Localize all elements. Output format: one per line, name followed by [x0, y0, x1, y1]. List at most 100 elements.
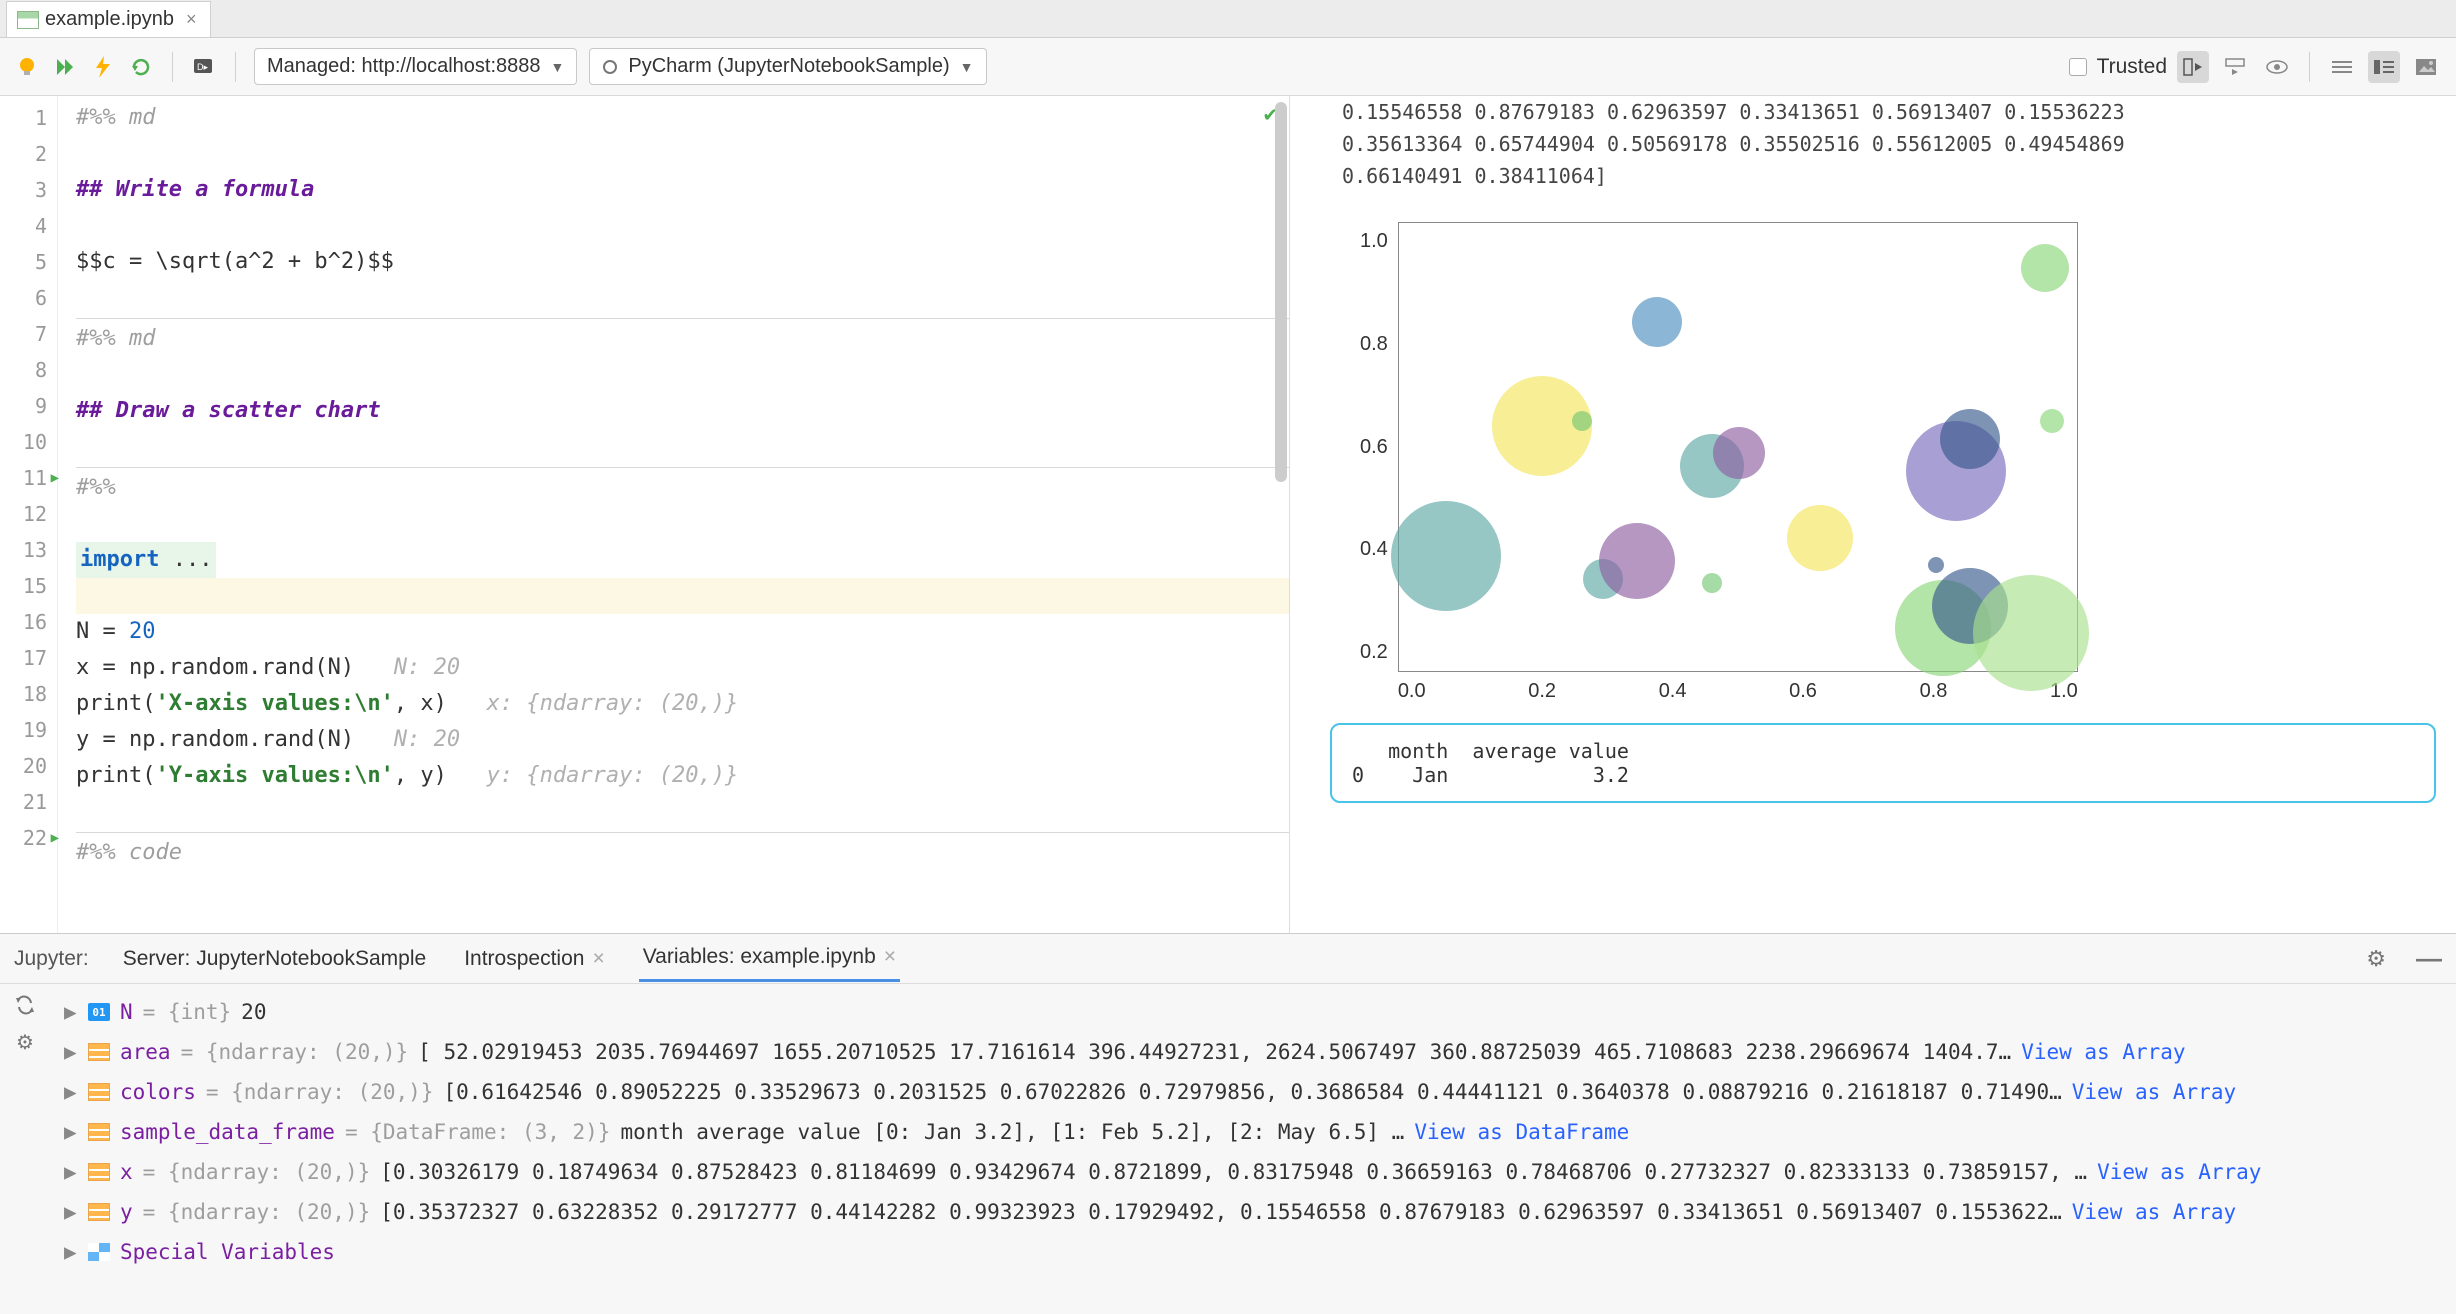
code-editor[interactable]: ✔ #%% md## Write a formula$$c = \sqrt(a^…	[58, 96, 1289, 933]
line-number: 18	[0, 676, 57, 712]
view-as-link[interactable]: View as Array	[2021, 1040, 2185, 1064]
restart-icon[interactable]	[128, 54, 154, 80]
line-number: 13	[0, 532, 57, 568]
code-line[interactable]	[76, 506, 1289, 542]
notebook-file-icon	[17, 11, 39, 29]
variable-row[interactable]: ▶01N = {int} 20	[64, 992, 2442, 1032]
view-mode-2-icon[interactable]	[2219, 51, 2251, 83]
variables-list: ▶01N = {int} 20▶area = {ndarray: (20,)} …	[50, 984, 2456, 1314]
minimize-icon[interactable]: —	[2416, 943, 2442, 974]
scatter-chart: 1.00.80.60.40.2 0.00.20.40.60.81.0	[1360, 222, 2436, 703]
run-all-icon[interactable]	[52, 54, 78, 80]
code-line[interactable]	[76, 208, 1289, 244]
gear-icon[interactable]: ⚙	[16, 1030, 34, 1055]
code-line[interactable]: import ...	[76, 542, 1289, 578]
variable-type: = {DataFrame: (3, 2)}	[345, 1120, 611, 1144]
lightning-icon[interactable]	[90, 54, 116, 80]
variable-row[interactable]: ▶area = {ndarray: (20,)} [ 52.02919453 2…	[64, 1032, 2442, 1072]
chart-bubble	[1599, 523, 1675, 599]
cell-separator	[76, 318, 1289, 319]
gear-icon[interactable]: ⚙	[2366, 946, 2386, 972]
code-line[interactable]: x = np.random.rand(N) N: 20	[76, 650, 1289, 686]
lightbulb-icon[interactable]	[14, 54, 40, 80]
x-tick-label: 0.8	[1920, 680, 1948, 703]
variable-row[interactable]: ▶colors = {ndarray: (20,)} [0.61642546 0…	[64, 1072, 2442, 1112]
debug-icon[interactable]: D▸	[191, 54, 217, 80]
variable-type: = {int}	[143, 1000, 232, 1024]
expand-arrow-icon[interactable]: ▶	[64, 1120, 78, 1144]
refresh-icon[interactable]	[14, 994, 36, 1016]
code-line[interactable]: #%% code	[76, 835, 1289, 871]
view-as-link[interactable]: View as DataFrame	[1414, 1120, 1629, 1144]
code-line[interactable]: print('X-axis values:\n', x) x: {ndarray…	[76, 686, 1289, 722]
preview-icon[interactable]	[2261, 51, 2293, 83]
code-line[interactable]: y = np.random.rand(N) N: 20	[76, 722, 1289, 758]
variable-row[interactable]: ▶y = {ndarray: (20,)} [0.35372327 0.6322…	[64, 1192, 2442, 1232]
line-number: 9	[0, 388, 57, 424]
code-line[interactable]: #%% md	[76, 100, 1289, 136]
code-line[interactable]: #%%	[76, 470, 1289, 506]
chart-bubble	[1787, 505, 1853, 571]
line-number: 20	[0, 748, 57, 784]
close-icon[interactable]: ×	[884, 945, 896, 969]
view-as-link[interactable]: View as Array	[2072, 1200, 2236, 1224]
project-dropdown[interactable]: PyCharm (JupyterNotebookSample) ▼	[589, 48, 986, 85]
code-line[interactable]: ## Write a formula	[76, 172, 1289, 208]
close-tab-icon[interactable]: ×	[186, 9, 197, 30]
expand-arrow-icon[interactable]: ▶	[64, 1040, 78, 1064]
code-line[interactable]	[76, 429, 1289, 465]
x-tick-label: 0.0	[1398, 680, 1426, 703]
view-as-link[interactable]: View as Array	[2097, 1160, 2261, 1184]
file-tab[interactable]: example.ipynb ×	[6, 1, 211, 37]
x-tick-label: 0.2	[1528, 680, 1556, 703]
variable-type: = {ndarray: (20,)}	[143, 1160, 371, 1184]
code-line[interactable]	[76, 136, 1289, 172]
code-line[interactable]: print('Y-axis values:\n', y) y: {ndarray…	[76, 758, 1289, 794]
dataframe-row: 0 Jan 3.2	[1352, 763, 2414, 787]
code-line[interactable]	[76, 794, 1289, 830]
code-line[interactable]: N = 20	[76, 614, 1289, 650]
code-line[interactable]: ## Draw a scatter chart	[76, 393, 1289, 429]
code-line[interactable]: #%% md	[76, 321, 1289, 357]
trusted-label: Trusted	[2097, 55, 2167, 79]
server-dropdown[interactable]: Managed: http://localhost:8888 ▼	[254, 48, 577, 85]
chart-bubble	[1391, 501, 1501, 611]
chart-bubble	[1973, 575, 2089, 691]
code-line[interactable]: $$c = \sqrt(a^2 + b^2)$$	[76, 244, 1289, 280]
variables-panel: ⚙ ▶01N = {int} 20▶area = {ndarray: (20,)…	[0, 984, 2456, 1314]
image-icon[interactable]	[2410, 51, 2442, 83]
code-line[interactable]	[76, 578, 1289, 614]
tab-introspection[interactable]: Introspection×	[460, 937, 609, 981]
toolbar-separator	[235, 52, 236, 82]
line-number: 1	[0, 100, 57, 136]
expand-arrow-icon[interactable]: ▶	[64, 1000, 78, 1024]
code-line[interactable]	[76, 357, 1289, 393]
trusted-checkbox[interactable]	[2069, 58, 2087, 76]
view-mode-1-icon[interactable]	[2177, 51, 2209, 83]
tab-variables[interactable]: Variables: example.ipynb×	[639, 935, 900, 982]
expand-arrow-icon[interactable]: ▶	[64, 1240, 78, 1264]
y-tick-label: 0.4	[1360, 538, 1388, 561]
line-number: 22▶	[0, 820, 57, 856]
view-as-link[interactable]: View as Array	[2072, 1080, 2236, 1104]
detail-view-icon[interactable]	[2368, 51, 2400, 83]
variable-row[interactable]: ▶x = {ndarray: (20,)} [0.30326179 0.1874…	[64, 1152, 2442, 1192]
variable-row[interactable]: ▶Special Variables	[64, 1232, 2442, 1272]
line-number: 11▶	[0, 460, 57, 496]
cell-separator	[76, 467, 1289, 468]
code-line[interactable]	[76, 280, 1289, 316]
expand-arrow-icon[interactable]: ▶	[64, 1080, 78, 1104]
y-tick-label: 0.2	[1360, 641, 1388, 664]
expand-arrow-icon[interactable]: ▶	[64, 1200, 78, 1224]
expand-arrow-icon[interactable]: ▶	[64, 1160, 78, 1184]
line-number: 6	[0, 280, 57, 316]
line-number: 21	[0, 784, 57, 820]
x-tick-label: 0.4	[1659, 680, 1687, 703]
vertical-scrollbar[interactable]	[1275, 102, 1287, 482]
variable-name: colors	[120, 1080, 196, 1104]
tab-server[interactable]: Server: JupyterNotebookSample	[119, 937, 431, 981]
y-tick-label: 0.8	[1360, 333, 1388, 356]
list-view-icon[interactable]	[2326, 51, 2358, 83]
close-icon[interactable]: ×	[592, 947, 604, 971]
variable-row[interactable]: ▶sample_data_frame = {DataFrame: (3, 2)}…	[64, 1112, 2442, 1152]
